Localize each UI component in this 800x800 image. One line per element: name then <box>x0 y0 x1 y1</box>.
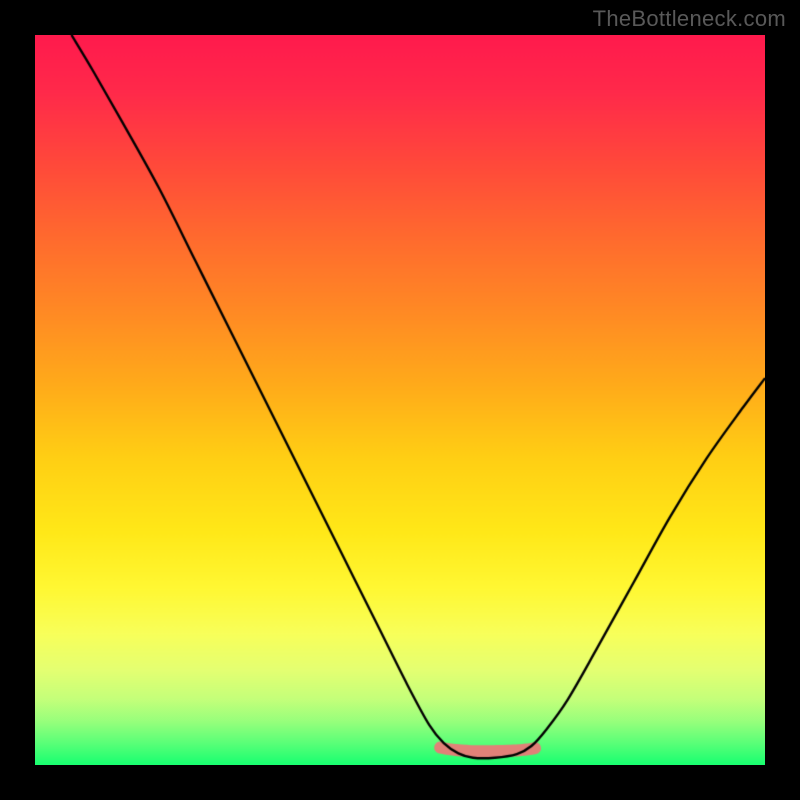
bottleneck-curve-canvas <box>0 0 800 800</box>
chart-frame: TheBottleneck.com <box>0 0 800 800</box>
plot-border-right <box>765 0 800 800</box>
watermark-label: TheBottleneck.com <box>593 6 786 32</box>
plot-border-bottom <box>0 765 800 800</box>
plot-border-left <box>0 0 35 800</box>
